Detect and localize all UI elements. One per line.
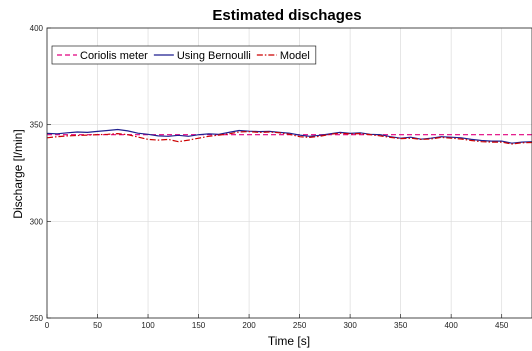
legend-label-0: Coriolis meter — [80, 50, 148, 62]
legend: Coriolis meter Using Bernoulli Model — [51, 45, 317, 65]
x-tick-label: 400 — [444, 321, 458, 330]
y-tick-label: 300 — [30, 217, 44, 226]
x-tick-label: 450 — [495, 321, 509, 330]
y-tick-label: 400 — [30, 24, 44, 33]
legend-box — [51, 45, 317, 65]
series-line-2 — [46, 130, 532, 145]
y-tick-label: 350 — [30, 121, 44, 130]
y-ticks: 250 300 350 400 — [30, 24, 51, 323]
x-tick-label: 50 — [93, 321, 102, 330]
chart-title: Estimated dischages — [212, 7, 361, 24]
series-line-1 — [46, 128, 532, 144]
x-tick-label: 300 — [343, 321, 357, 330]
grid — [46, 27, 532, 319]
x-tick-label: 250 — [293, 321, 307, 330]
x-tick-label: 200 — [242, 321, 256, 330]
x-axis-label: Time [s] — [268, 334, 310, 348]
x-tick-label: 100 — [141, 321, 155, 330]
series-lines — [46, 128, 532, 145]
x-tick-label: 150 — [192, 321, 206, 330]
plot-frame — [46, 27, 532, 319]
legend-label-1: Using Bernoulli — [177, 50, 251, 62]
x-tick-label: 0 — [45, 321, 50, 330]
x-tick-label: 350 — [394, 321, 408, 330]
legend-label-2: Model — [280, 50, 310, 62]
y-axis-label: Discharge [l/min] — [11, 129, 25, 218]
x-ticks: 0 50 100 150 200 250 300 350 400 450 — [45, 314, 509, 330]
y-tick-label: 250 — [30, 314, 44, 323]
